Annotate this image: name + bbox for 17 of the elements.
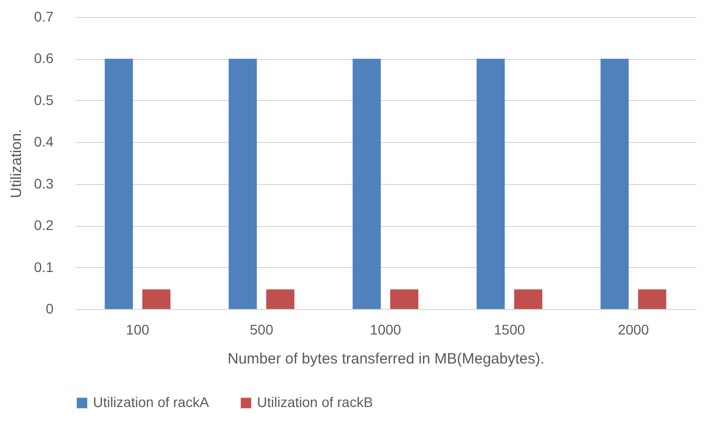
y-tick-label: 0.1 <box>34 258 54 275</box>
x-tick-label: 100 <box>126 322 150 338</box>
y-tick-label: 0.3 <box>34 175 54 192</box>
y-tick-label: 0.4 <box>34 134 54 150</box>
y-tick-label: 0.6 <box>34 50 54 66</box>
legend-label: Utilization of rackB <box>257 394 373 410</box>
y-tick-label: 0.2 <box>34 217 54 234</box>
y-axis-title: Utilization. <box>8 128 26 198</box>
x-tick-label: 1500 <box>494 322 526 338</box>
x-tick-label: 500 <box>250 322 274 338</box>
y-tick-label: 0 <box>46 300 54 316</box>
legend-label: Utilization of rackA <box>93 394 210 410</box>
y-tick-label: 0.5 <box>34 92 54 108</box>
x-tick-label: 2000 <box>618 322 650 338</box>
y-tick-label: 0.7 <box>34 8 54 24</box>
x-tick-label: 1000 <box>370 322 402 338</box>
x-axis-title: Number of bytes transferred in MB(Megabytes). <box>228 350 544 368</box>
